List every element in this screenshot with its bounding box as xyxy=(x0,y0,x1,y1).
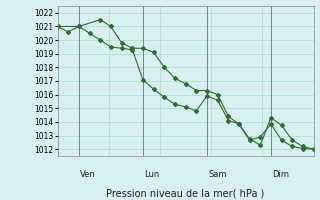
Text: Sam: Sam xyxy=(208,170,227,179)
Text: Lun: Lun xyxy=(144,170,159,179)
Text: Ven: Ven xyxy=(80,170,96,179)
Text: Pression niveau de la mer( hPa ): Pression niveau de la mer( hPa ) xyxy=(107,189,265,199)
Text: Dim: Dim xyxy=(272,170,289,179)
